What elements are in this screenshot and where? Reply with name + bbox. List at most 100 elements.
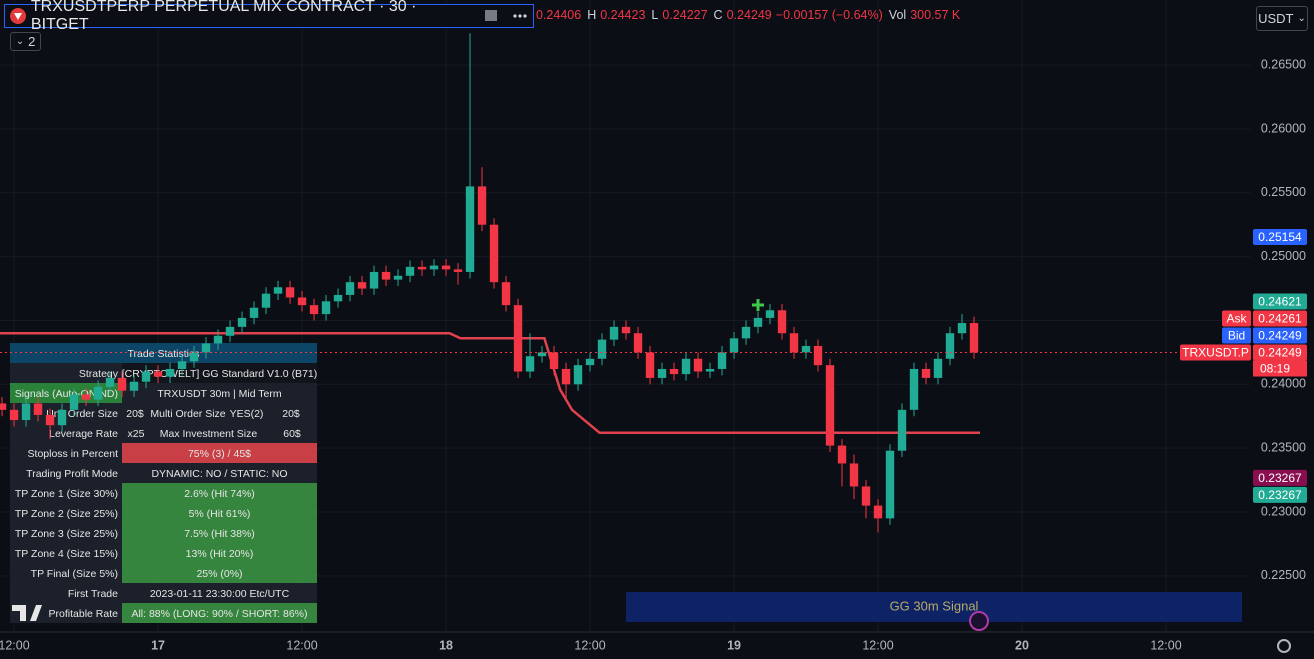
table-text: All: 88% (LONG: 90% / SHORT: 86%): [131, 608, 307, 620]
table-text: YES(2): [230, 408, 264, 420]
ohlc-legend: 0.24406 H 0.24423 L 0.24227 C 0.24249 −0.00157 …: [536, 8, 960, 22]
candle-body: [249, 307, 259, 318]
y-tick-label: 0.26500: [1261, 57, 1306, 71]
signal-box: [626, 592, 1242, 622]
candle-body: [597, 339, 607, 359]
candle-body: [501, 282, 511, 306]
x-tick-label: 18: [439, 638, 453, 652]
candle-body: [621, 326, 631, 334]
table-cell: [10, 463, 122, 483]
y-tick-label: 0.25500: [1261, 185, 1306, 199]
candle-body: [609, 326, 619, 340]
symbol-header[interactable]: TRXUSDTPERP PERPETUAL MIX CONTRACT · 30 …: [4, 0, 534, 33]
candle-body: [177, 361, 187, 369]
candle-body: [405, 266, 415, 276]
indicator-toggle[interactable]: ⌄ 2: [10, 32, 41, 51]
candle-body: [0, 403, 7, 410]
table-text: TP Zone 4 (Size 15%): [15, 548, 118, 560]
table-text: 20$: [126, 408, 144, 420]
table-cell: [10, 523, 122, 543]
candle-body: [921, 368, 931, 378]
x-tick-label: 20: [1015, 638, 1029, 652]
candle-body: [309, 305, 319, 315]
table-text: 20$: [282, 408, 300, 420]
x-tick-label: 12:00: [0, 638, 30, 652]
table-text: Profitable Rate: [49, 608, 119, 620]
indicator-count: 2: [28, 34, 36, 49]
candle-body: [441, 265, 451, 270]
currency-button[interactable]: USDT ⌄: [1256, 6, 1308, 31]
table-cell: [122, 603, 317, 623]
table-text: Unit Order Size: [46, 408, 118, 420]
candle-body: [213, 335, 223, 344]
candle-body: [549, 352, 559, 369]
table-cell: [122, 543, 317, 563]
candle-body: [81, 394, 91, 400]
price-tag-name-bg: [1222, 310, 1251, 327]
candle-body: [117, 377, 127, 391]
candle-body: [573, 365, 583, 385]
table-cell: [10, 343, 317, 363]
candle-body: [489, 224, 499, 283]
price-tag-text: 0.24249: [1258, 329, 1302, 343]
candle-body: [189, 352, 199, 362]
candle-body: [513, 305, 523, 372]
x-tick-label: 12:00: [862, 638, 893, 652]
signal-plus: [752, 299, 764, 311]
table-text: [CRYPTOWELT] GG Standard V1.0 (B71): [122, 368, 318, 380]
table-cell: [148, 403, 228, 423]
tv-logo: [12, 605, 42, 621]
table-text: TP Zone 3 (Size 25%): [15, 528, 118, 540]
price-tag: [1253, 327, 1307, 344]
candle-body: [393, 275, 403, 280]
table-text: Trade Statistics: [128, 348, 200, 360]
table-text: Stoploss in Percent: [28, 448, 119, 460]
signal-icon: [969, 611, 989, 631]
table-text: 2023-01-11 23:30:00 Etc/UTC: [150, 588, 290, 600]
table-text: First Trade: [68, 588, 118, 600]
candle-body: [861, 486, 871, 506]
candle-body: [765, 310, 775, 318]
candle-body: [561, 368, 571, 385]
candle-body: [537, 352, 547, 357]
table-cell: [10, 483, 122, 503]
table-cell: [10, 423, 122, 443]
ohlc-label: H: [587, 8, 597, 22]
table-text: 25% (0%): [196, 568, 242, 580]
table-text: 75% (3) / 45$: [188, 448, 251, 460]
table-text: Max Investment Size: [160, 428, 258, 440]
candle-body: [261, 293, 271, 308]
symbol-title: TRXUSDTPERP PERPETUAL MIX CONTRACT · 30 …: [30, 0, 417, 33]
price-tag-name: Bid: [1228, 329, 1245, 343]
candle-body: [201, 343, 211, 353]
table-text: TRXUSDT 30m | Mid Term: [157, 388, 282, 400]
table-cell: [122, 383, 317, 403]
candle-body: [465, 186, 475, 272]
countdown: 08:19: [1260, 362, 1290, 376]
candle-body: [705, 368, 715, 372]
candle-body: [969, 323, 979, 353]
y-tick-label: 0.26000: [1261, 121, 1306, 135]
price-tag-text: 0.24261: [1258, 312, 1302, 326]
table-cell: [122, 443, 317, 463]
y-tick-label: 0.22500: [1261, 568, 1306, 582]
candle-body: [33, 403, 43, 415]
candle-body: [165, 368, 175, 377]
settings-icon: [1277, 639, 1291, 653]
table-text: 13% (Hit 20%): [186, 548, 254, 560]
table-cell: [122, 363, 317, 383]
price-tag-name: TRXUSDT.P: [1182, 346, 1249, 360]
candle-body: [849, 463, 859, 487]
y-tick-label: 0.25000: [1261, 249, 1306, 263]
table-cell: [265, 403, 317, 423]
table-text: 2.6% (Hit 74%): [184, 488, 255, 500]
table-cell: [122, 503, 317, 523]
candle-body: [945, 333, 955, 359]
table-text: Strategy: [79, 368, 119, 380]
candle-body: [273, 287, 283, 294]
price-tag-name-bg: [1222, 327, 1251, 344]
candle-body: [333, 294, 343, 302]
logo: [10, 8, 26, 24]
table-cell: [122, 483, 317, 503]
